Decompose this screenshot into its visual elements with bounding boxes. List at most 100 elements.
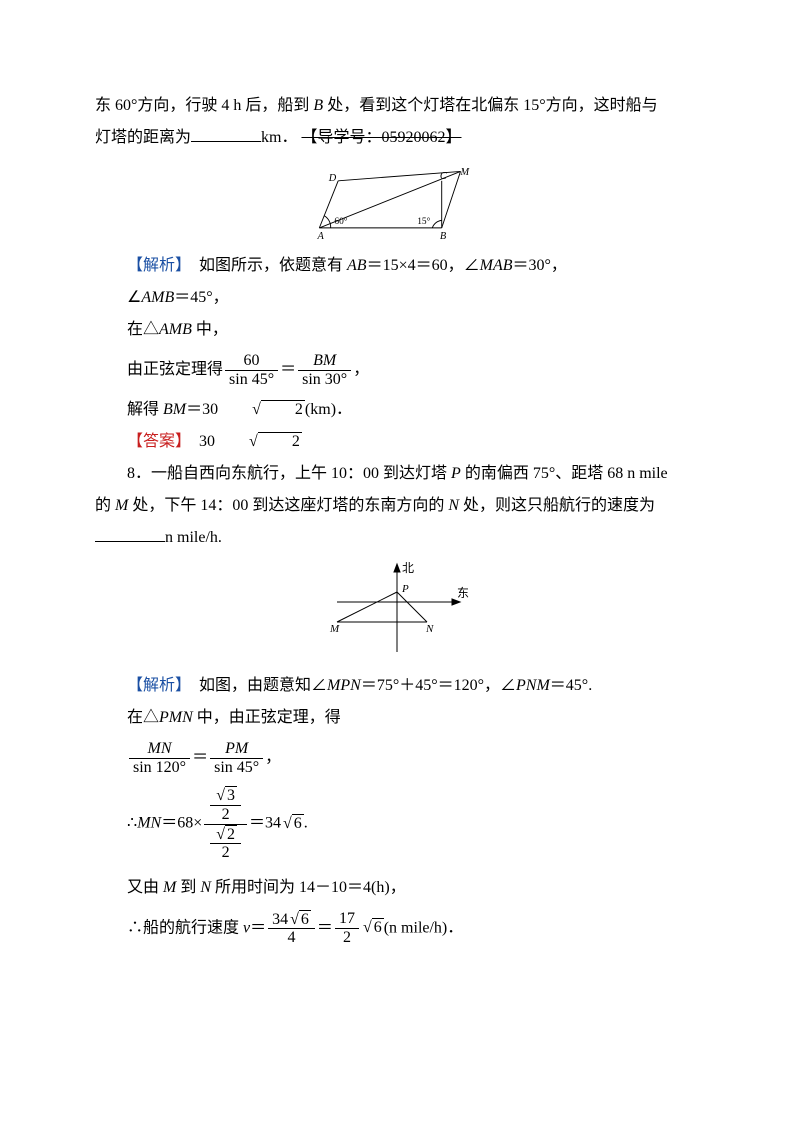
text: 在△ [127, 321, 159, 338]
var-AB: AB [347, 257, 367, 274]
radical-sign: √ [216, 787, 225, 804]
text: ＝30°， [512, 257, 566, 274]
text: 的南偏西 75°、距塔 68 n mile [461, 465, 668, 482]
sqrt-3: √3 [214, 786, 237, 805]
sqrt-6b: √6 [288, 910, 311, 929]
answer-line-7: 【答案】 30√2 [95, 426, 698, 458]
var-N: N [448, 497, 459, 514]
eq-MN-value: ∴MN＝68×√32√22＝34√6. [127, 786, 698, 861]
text: 如图所示，依题意有 [183, 257, 347, 274]
numerator: 17 [335, 910, 359, 928]
label-C: C [439, 171, 446, 182]
text: 灯塔的距离为 [95, 129, 191, 146]
fill-blank-2[interactable] [95, 525, 165, 542]
fraction-sqrt3over2: √32 [210, 786, 241, 823]
denominator: sin 45° [225, 370, 278, 389]
text: 所用时间为 14－10＝4(h)， [211, 879, 406, 896]
analysis-line1: 【解析】 如图所示，依题意有 AB＝15×4＝60，∠MAB＝30°， [95, 250, 698, 282]
var-PMN: PMN [159, 709, 193, 726]
analysis8-line2: 在△PMN 中，由正弦定理，得 [95, 702, 698, 734]
denominator: sin 45° [210, 758, 263, 777]
label-A: A [316, 231, 324, 242]
label-15deg: 15° [417, 216, 430, 227]
analysis-label: 【解析】 [127, 257, 183, 274]
analysis8-line1: 【解析】 如图，由题意知∠MPN＝75°＋45°＝120°，∠PNM＝45°. [95, 670, 698, 702]
text: (km)． [305, 401, 352, 418]
text: ＝30 [186, 401, 218, 418]
text: 一船自西向东航行，上午 10：00 到达灯塔 [151, 465, 451, 482]
text: ＝ [250, 919, 266, 936]
sqrt-2-ans: √2 [215, 426, 302, 458]
var-N2: N [200, 879, 211, 896]
sqrt-6: √6 [281, 814, 304, 833]
text: 处，看到这个灯塔在北偏东 15°方向，这时船与 [323, 97, 657, 114]
radical-sign: √ [216, 826, 225, 843]
analysis-line3: 在△AMB 中， [95, 314, 698, 346]
radical-sign: √ [252, 401, 261, 418]
text: ＝75°＋45°＝120°，∠ [361, 677, 516, 694]
text: ＝15×4＝60，∠ [367, 257, 480, 274]
fraction-nested: √32√22 [204, 786, 247, 861]
denominator: 2 [210, 843, 241, 862]
text: 解得 [127, 401, 163, 418]
analysis-line2: ∠AMB＝45°， [95, 282, 698, 314]
analysis-label: 【解析】 [127, 677, 183, 694]
numerator: √3 [210, 786, 241, 805]
denominator: 4 [268, 928, 315, 947]
radicand: 3 [225, 786, 237, 805]
var-B: B [313, 97, 323, 114]
numerator: √32 [204, 786, 247, 823]
fraction-17over2: 172 [335, 910, 359, 946]
var-M: M [115, 497, 128, 514]
equals: ＝ [280, 361, 296, 378]
label-D: D [327, 173, 336, 184]
q7-continuation-line2: 灯塔的距离为km． 【导学号：05920062】 [95, 122, 698, 154]
text: 中， [192, 321, 228, 338]
denominator: sin 120° [129, 758, 190, 777]
sqrt-6c: √6 [361, 918, 384, 937]
text: ＝34 [249, 815, 281, 832]
figure-1: A B C D M 60° 15° [95, 162, 698, 242]
fraction-PM: PMsin 45° [210, 740, 263, 776]
denominator: 2 [210, 805, 241, 824]
radicand: 2 [225, 825, 237, 844]
analysis-line5: 解得 BM＝30√2(km)． [95, 394, 698, 426]
text: (n mile/h)． [384, 919, 464, 936]
text: n mile/h. [165, 529, 222, 546]
numerator: 60 [225, 352, 278, 370]
radicand: 2 [261, 400, 305, 419]
var-M2: M [163, 879, 176, 896]
label-east: 东 [457, 586, 469, 600]
var-MN: MN [137, 815, 161, 832]
var-MAB: MAB [480, 257, 513, 274]
equals: ＝ [192, 749, 208, 766]
text: ＝45°. [550, 677, 592, 694]
text: 如图，由题意知∠ [183, 677, 327, 694]
text: 30 [183, 433, 215, 450]
denominator: 2 [335, 928, 359, 947]
analysis8-time: 又由 M 到 N 所用时间为 14－10＝4(h)， [95, 872, 698, 904]
text: ＝45°， [174, 289, 228, 306]
answer-label: 【答案】 [127, 433, 183, 450]
text: 处，则这只船航行的速度为 [459, 497, 655, 514]
text: 由正弦定理得 [127, 361, 223, 378]
radical-sign: √ [249, 433, 258, 450]
equals: ＝ [317, 919, 333, 936]
fraction-2: BMsin 30° [298, 352, 351, 388]
therefore: ∴船的航行速度 [127, 919, 243, 936]
radicand: 6 [292, 814, 304, 833]
q8-line3: n mile/h. [95, 522, 698, 554]
radicand: 6 [372, 918, 384, 937]
var-AMB: AMB [141, 289, 174, 306]
fill-blank-1[interactable] [191, 125, 261, 142]
label-N: N [425, 623, 434, 635]
var-BM: BM [163, 401, 186, 418]
text: 中，由正弦定理，得 [193, 709, 341, 726]
comma: ， [353, 361, 369, 378]
q7-continuation-line1: 东 60°方向，行驶 4 h 后，船到 B 处，看到这个灯塔在北偏东 15°方向… [95, 90, 698, 122]
text: ∠ [127, 289, 141, 306]
period: . [304, 815, 308, 832]
sqrt-2: √2 [218, 394, 305, 426]
therefore: ∴ [127, 815, 137, 832]
fraction-34sqrt6over4: 34√64 [268, 910, 315, 947]
